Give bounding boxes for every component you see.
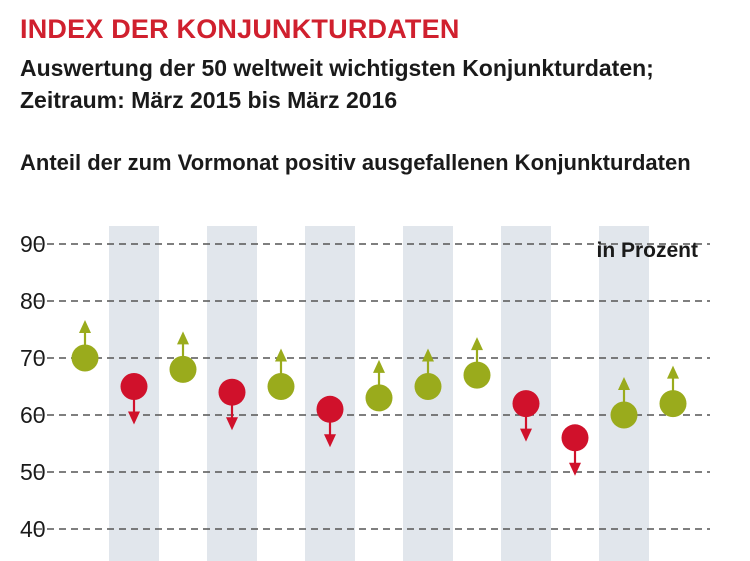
data-point bbox=[463, 361, 491, 389]
arrow-down-icon bbox=[569, 462, 581, 476]
data-point-group bbox=[512, 390, 540, 442]
arrow-up-icon bbox=[275, 348, 287, 362]
data-point-group bbox=[463, 337, 491, 389]
y-axis-ticks: 40 50 60 70 80 90 bbox=[20, 231, 46, 542]
data-point bbox=[365, 384, 393, 412]
grid-lines bbox=[35, 243, 710, 530]
arrow-down-icon bbox=[520, 428, 532, 442]
data-point bbox=[267, 373, 295, 400]
data-point bbox=[561, 424, 589, 452]
y-tick-label: 80 bbox=[20, 288, 46, 314]
arrow-up-icon bbox=[667, 365, 679, 379]
chart-caption: Anteil der zum Vormonat positiv ausgefal… bbox=[20, 150, 691, 175]
data-point-group bbox=[267, 348, 295, 400]
data-point bbox=[659, 390, 687, 418]
data-point-group bbox=[610, 377, 638, 429]
data-point bbox=[610, 401, 638, 429]
data-point-group bbox=[120, 373, 148, 425]
data-point bbox=[169, 355, 197, 383]
data-point bbox=[512, 390, 540, 418]
data-point bbox=[71, 344, 99, 372]
data-point-group bbox=[414, 348, 442, 400]
arrow-up-icon bbox=[373, 359, 385, 373]
y-tick-label: 50 bbox=[20, 459, 46, 485]
y-tick-label: 60 bbox=[20, 402, 46, 428]
data-point-group bbox=[169, 331, 197, 383]
arrow-down-icon bbox=[128, 411, 140, 425]
data-point-group bbox=[365, 359, 393, 412]
arrow-up-icon bbox=[422, 348, 434, 362]
chart-title: INDEX DER KONJUNKTURDATEN bbox=[20, 14, 460, 44]
data-points bbox=[71, 320, 687, 476]
chart-subtitle: Auswertung der 50 weltweit wichtigsten K… bbox=[20, 52, 654, 116]
data-point bbox=[316, 395, 344, 423]
data-point bbox=[414, 373, 442, 400]
background-band bbox=[305, 226, 355, 561]
arrow-up-icon bbox=[79, 320, 91, 333]
data-point-group bbox=[316, 395, 344, 448]
y-tick-label: 40 bbox=[20, 516, 46, 542]
y-tick-label: 90 bbox=[20, 231, 46, 257]
data-point bbox=[218, 378, 246, 406]
arrow-up-icon bbox=[618, 377, 630, 390]
data-point-group bbox=[218, 378, 246, 431]
arrow-up-icon bbox=[177, 331, 189, 345]
data-point-group bbox=[659, 365, 687, 418]
subtitle-line-1: Auswertung der 50 weltweit wichtigsten K… bbox=[20, 55, 654, 81]
data-point-group bbox=[71, 320, 99, 372]
y-tick-label: 70 bbox=[20, 345, 46, 371]
data-point-group bbox=[561, 424, 589, 476]
arrow-down-icon bbox=[324, 434, 336, 448]
subtitle-line-2: Zeitraum: März 2015 bis März 2016 bbox=[20, 87, 398, 113]
unit-label: in Prozent bbox=[596, 239, 698, 262]
arrow-up-icon bbox=[471, 337, 483, 351]
data-point bbox=[120, 373, 148, 400]
arrow-down-icon bbox=[226, 417, 238, 431]
